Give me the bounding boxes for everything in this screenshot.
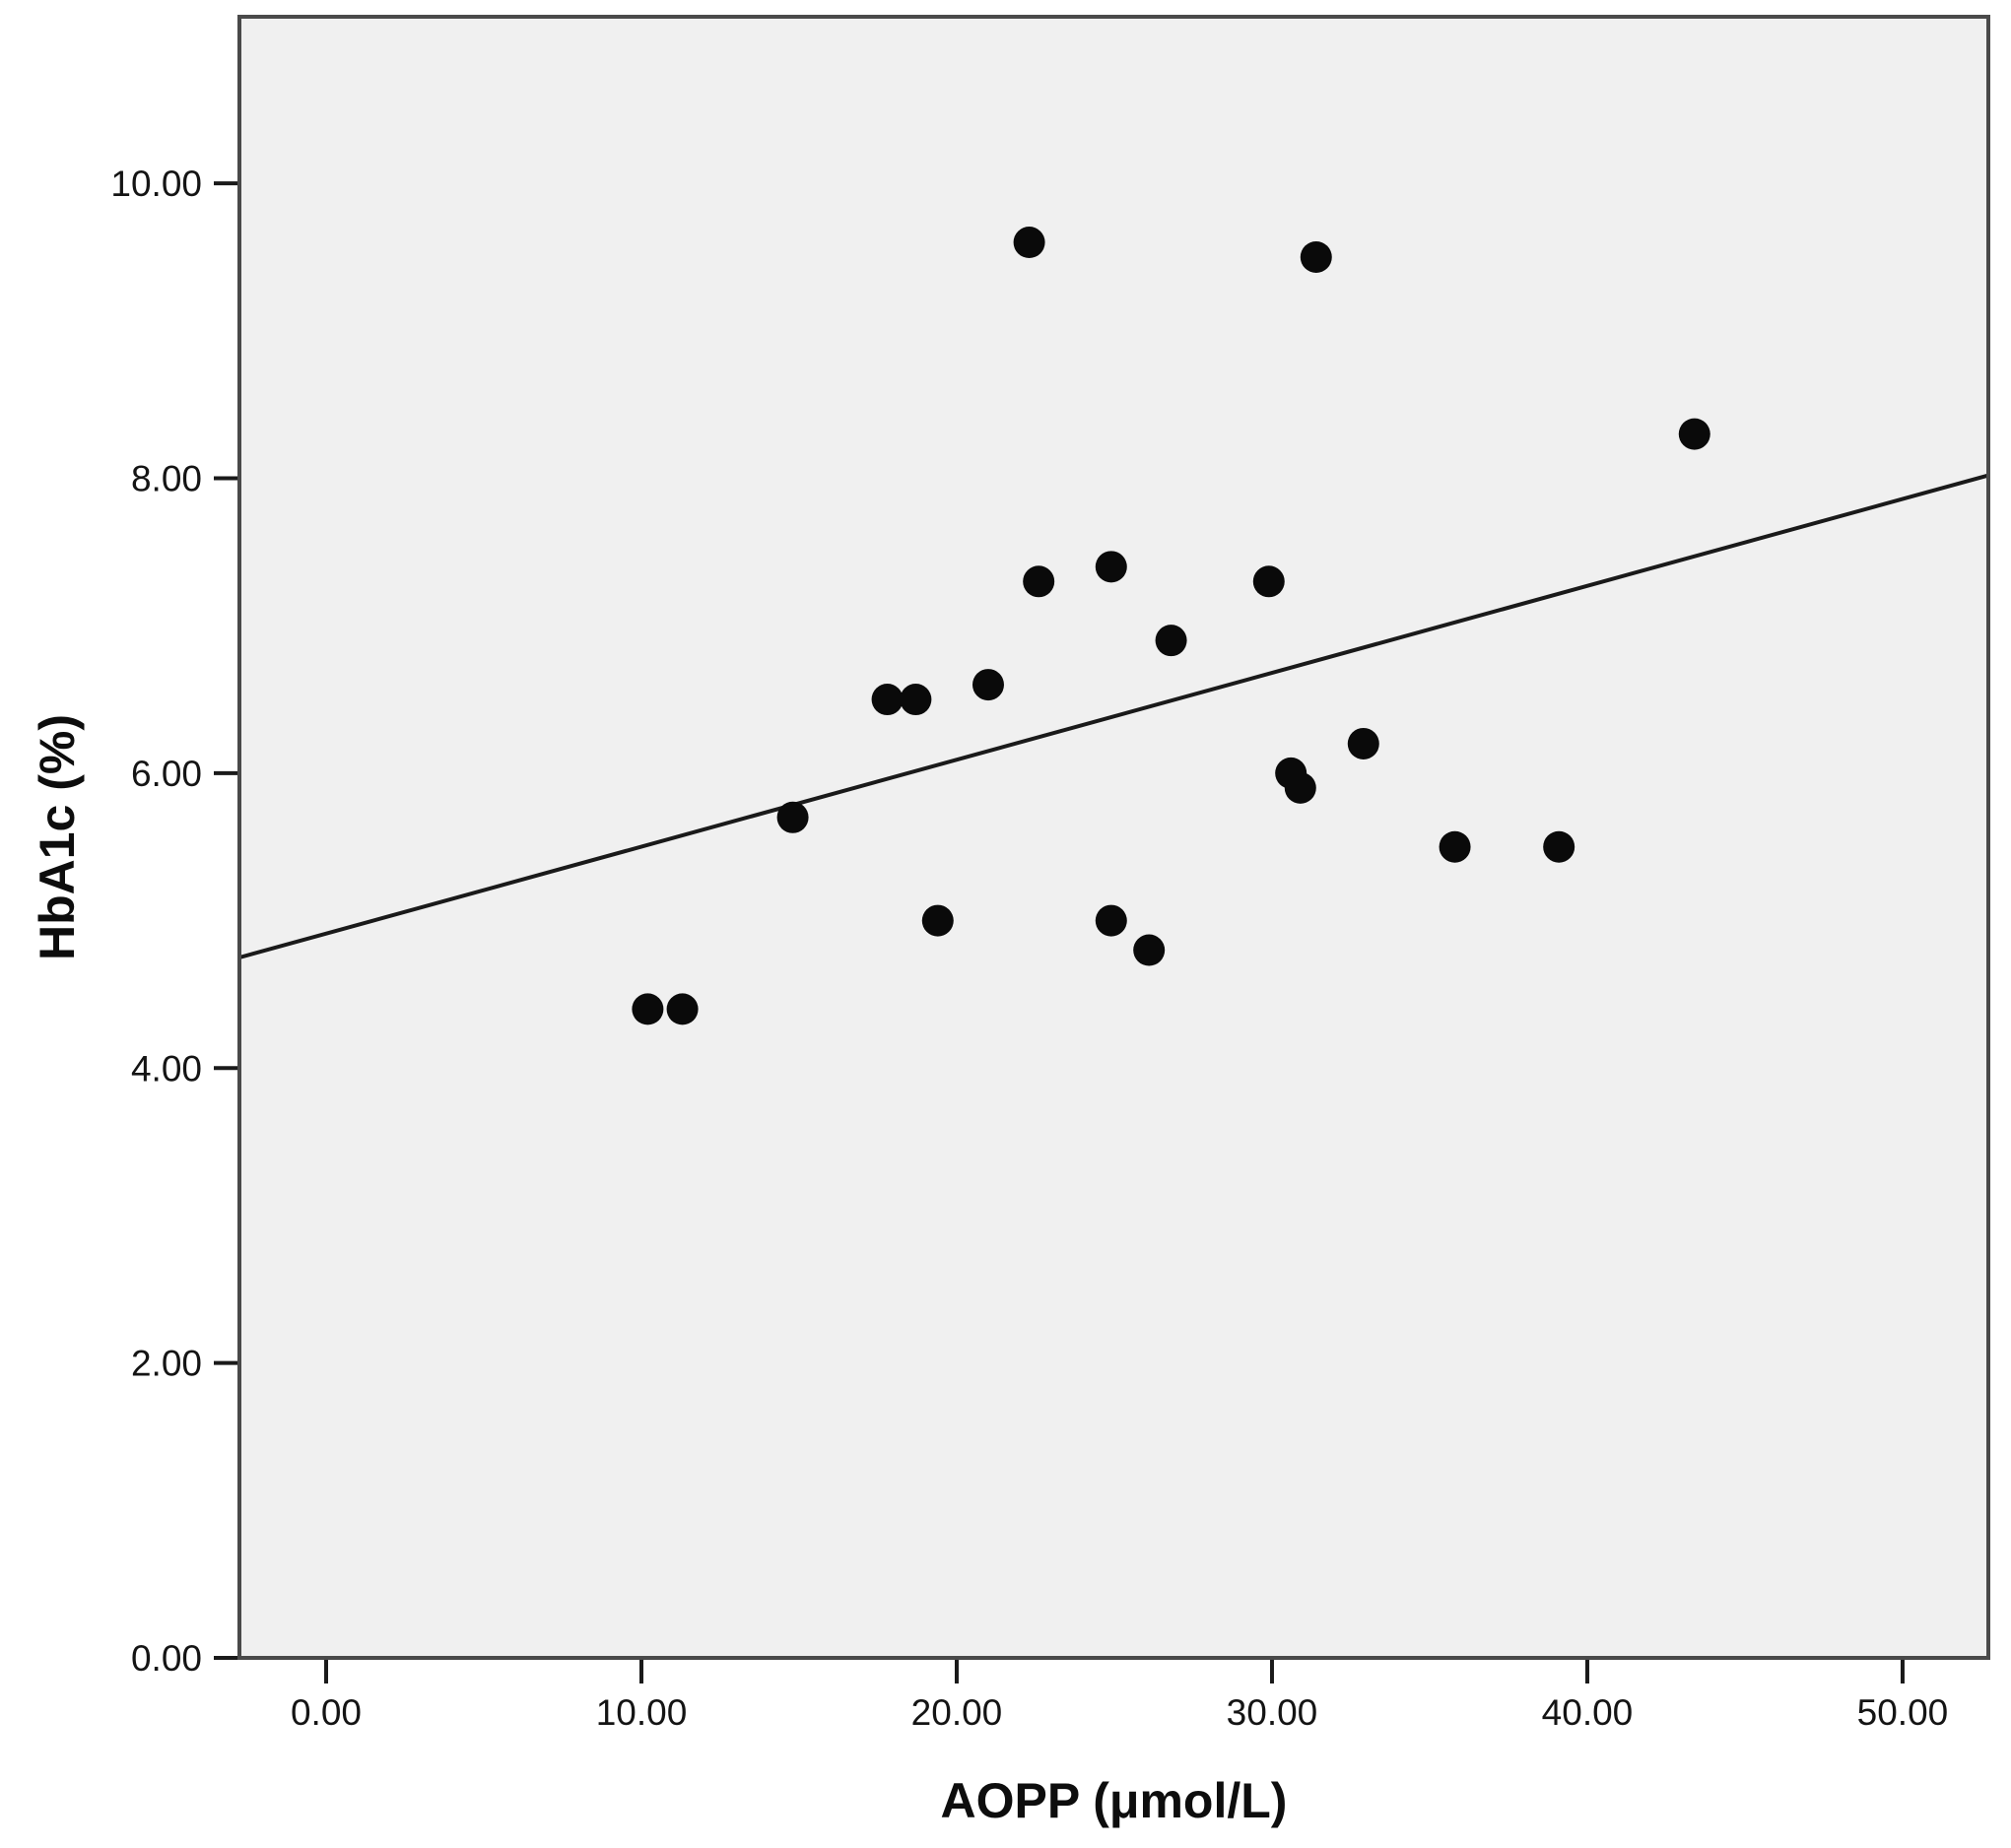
data-point	[666, 993, 699, 1025]
x-tick-label: 50.00	[1857, 1692, 1949, 1733]
data-point	[1023, 565, 1055, 598]
data-point	[1095, 904, 1127, 937]
data-point	[921, 904, 954, 937]
y-tick-label: 10.00	[110, 164, 202, 204]
x-tick-label: 0.00	[291, 1692, 362, 1733]
data-point	[1543, 830, 1575, 863]
x-tick-label: 40.00	[1542, 1692, 1634, 1733]
data-point	[1439, 830, 1471, 863]
data-point	[1095, 551, 1127, 583]
data-point	[900, 684, 932, 716]
x-tick-label: 10.00	[596, 1692, 688, 1733]
ticks-group: 0.00 10.00 20.00 30.00 40.00 50.00 0.00 2.00 4.0…	[110, 164, 1948, 1733]
fit-line-group	[238, 473, 1989, 959]
data-point	[1133, 934, 1166, 966]
y-tick-label: 4.00	[131, 1048, 202, 1089]
y-tick-label: 8.00	[131, 459, 202, 499]
y-tick-label: 6.00	[131, 754, 202, 794]
data-point	[632, 993, 664, 1025]
data-point	[1013, 227, 1045, 259]
points-group	[632, 227, 1710, 1025]
data-point	[1347, 727, 1379, 759]
y-axis-title: HbA1c (%)	[30, 714, 85, 960]
data-point	[1252, 565, 1285, 598]
data-point	[972, 669, 1004, 701]
x-axis-title: AOPP (μmol/L)	[941, 1773, 1288, 1828]
y-tick-label: 0.00	[131, 1638, 202, 1679]
data-point	[1155, 625, 1187, 657]
data-point	[776, 801, 809, 833]
plot-background	[239, 17, 1988, 1658]
y-tick-label: 2.00	[131, 1344, 202, 1384]
data-point	[871, 684, 904, 716]
data-point	[1300, 240, 1332, 273]
data-point	[1678, 418, 1710, 450]
data-point	[1284, 771, 1316, 804]
plot-frame	[237, 15, 1990, 1660]
regression-line	[238, 473, 1989, 959]
x-tick-label: 30.00	[1227, 1692, 1318, 1733]
x-tick-label: 20.00	[911, 1692, 1003, 1733]
